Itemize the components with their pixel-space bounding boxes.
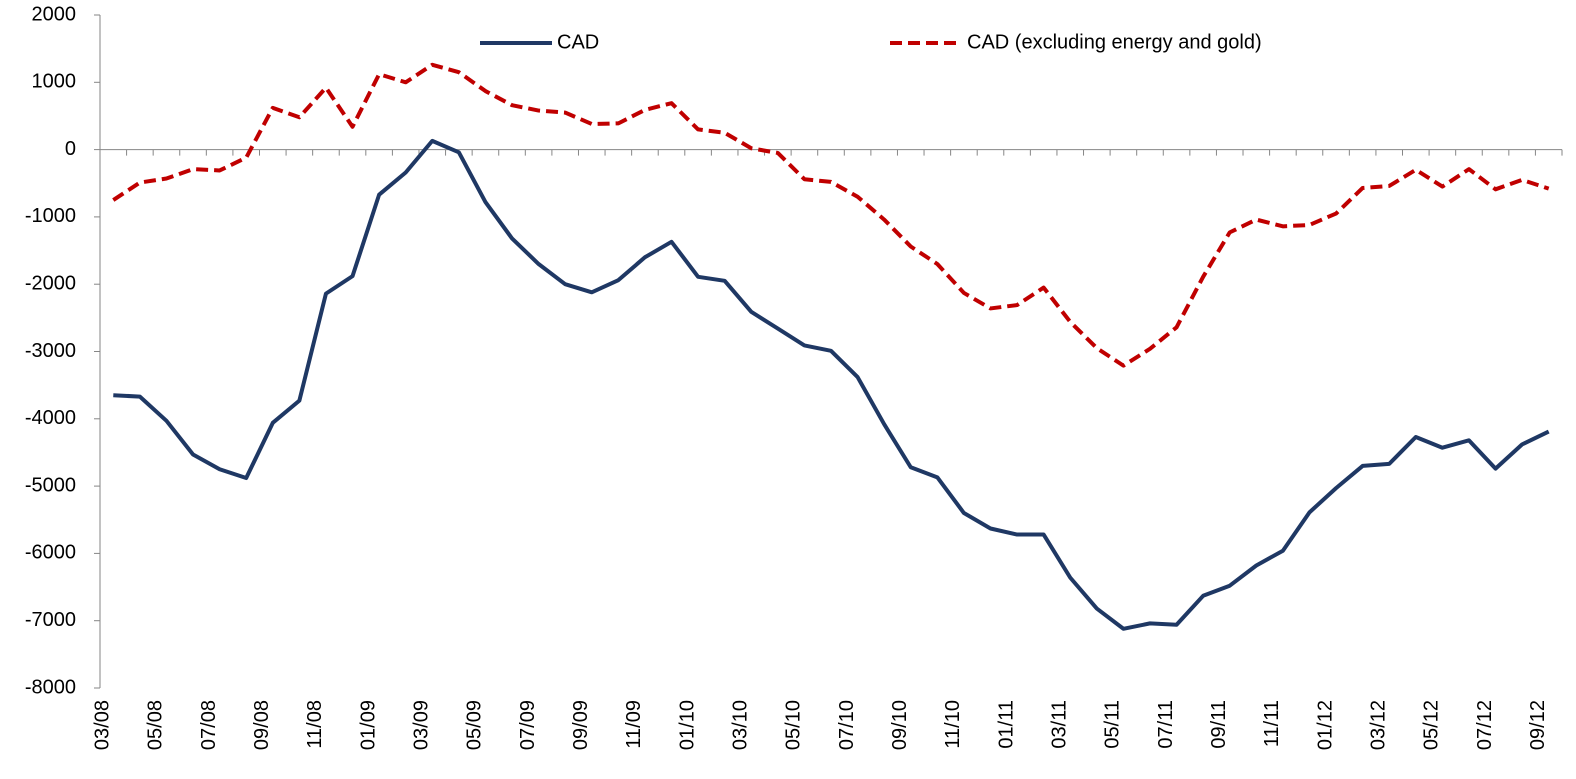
x-tick-label: 09/08 [251,700,273,750]
x-tick-label: 05/10 [783,700,805,750]
x-tick-label: 01/09 [357,700,379,750]
x-tick-label: 01/10 [676,700,698,750]
x-tick-label: 03/12 [1367,700,1389,750]
y-tick-label: -3000 [25,340,76,362]
x-tick-label: 09/09 [570,700,592,750]
x-tick-label: 03/10 [730,700,752,750]
y-tick-label: -6000 [25,542,76,564]
x-tick-label: 05/08 [145,700,167,750]
x-tick-label: 07/12 [1474,700,1496,750]
x-tick-label: 11/08 [304,700,326,749]
y-tick-label: -5000 [25,474,76,496]
x-tick-label: 05/11 [1102,700,1124,749]
y-tick-label: -8000 [25,676,76,698]
series-line [112,62,1550,368]
x-tick-label: 03/09 [411,700,433,750]
x-tick-label: 01/11 [995,700,1017,749]
x-tick-label: 07/09 [517,700,539,750]
x-tick-label: 11/11 [1261,700,1283,747]
x-tick-label: 11/10 [942,700,964,749]
series-line [113,138,1550,631]
y-tick-label: 0 [65,138,76,160]
x-tick-label: 09/10 [889,700,911,750]
x-tick-label: 11/09 [623,700,645,749]
x-tick-label: 05/12 [1421,700,1443,750]
x-tick-label: 01/12 [1314,700,1336,750]
y-tick-label: 2000 [32,3,77,25]
legend-label: CAD [557,31,599,53]
x-tick-label: 03/11 [1049,700,1071,749]
y-tick-label: -4000 [25,407,76,429]
x-tick-label: 05/09 [464,700,486,750]
y-tick-label: -7000 [25,609,76,631]
y-tick-label: -1000 [25,205,76,227]
x-tick-label: 07/08 [198,700,220,750]
x-tick-label: 09/12 [1527,700,1549,750]
x-tick-label: 03/08 [92,700,114,750]
x-tick-label: 07/10 [836,700,858,750]
legend-label: CAD (excluding energy and gold) [967,31,1262,53]
y-tick-label: 1000 [32,71,77,93]
y-tick-label: -2000 [25,272,76,294]
x-tick-label: 09/11 [1208,700,1230,749]
x-tick-label: 07/11 [1155,700,1177,749]
